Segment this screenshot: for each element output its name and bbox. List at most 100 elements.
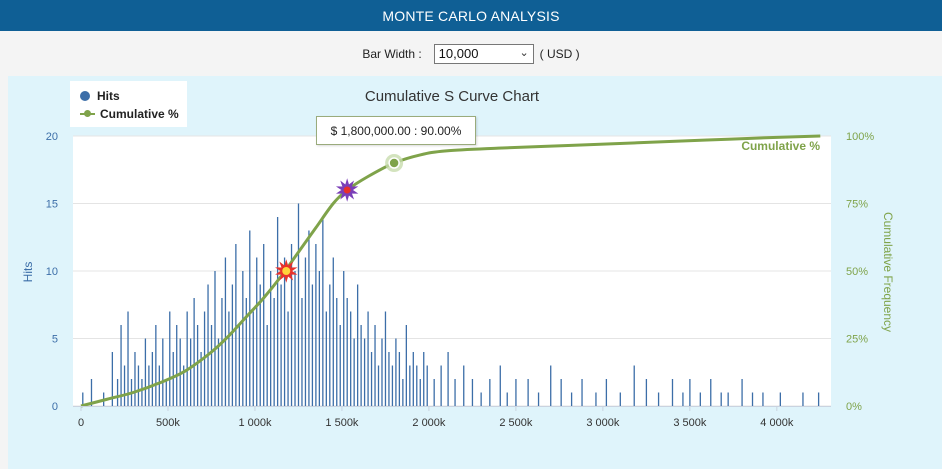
hit-bar [183, 365, 185, 406]
hit-bar [440, 365, 442, 406]
hit-bar [741, 379, 743, 406]
hit-bar [158, 365, 160, 406]
hit-bar [221, 298, 223, 406]
hit-bar [377, 365, 380, 406]
legend-item-hits[interactable]: Hits [80, 89, 120, 103]
hit-bar [779, 392, 781, 406]
hit-bar [384, 311, 387, 406]
app-title: MONTE CARLO ANALYSIS [382, 7, 560, 24]
hit-bar [329, 284, 331, 406]
legend: Hits Cumulative % [70, 81, 187, 127]
hit-bar [570, 392, 573, 406]
hit-bar [550, 365, 552, 406]
hit-bar [374, 325, 376, 406]
y-tick-label: 15 [46, 199, 58, 211]
x-tick-label: 4 000k [760, 417, 794, 429]
hit-bar [619, 392, 621, 406]
app-title-bar: MONTE CARLO ANALYSIS [0, 0, 942, 31]
legend-item-cumulative[interactable]: Cumulative % [80, 107, 179, 121]
hit-bar [280, 284, 282, 406]
cumulative-end-label: Cumulative % [741, 139, 820, 153]
hit-bar [350, 311, 352, 406]
hit-bar [633, 365, 635, 406]
hit-bar [454, 379, 456, 406]
hit-bar [412, 352, 414, 406]
hit-bar [343, 271, 345, 406]
annotation-markers [275, 154, 404, 283]
hit-bar [290, 244, 293, 406]
hit-bar [207, 284, 209, 406]
hit-bar [471, 379, 474, 406]
hit-bar [360, 325, 362, 406]
cumulative-line [80, 134, 821, 408]
bar-width-select[interactable]: 10,000 ⌄ [433, 43, 534, 64]
hit-bar [762, 392, 764, 406]
hit-bar [82, 392, 84, 406]
bar-width-value: 10,000 [438, 46, 479, 61]
purple-star-center [343, 186, 351, 194]
tooltip-text: $ 1,800,000.00 : 90.00% [330, 123, 462, 138]
chevron-down-icon: ⌄ [519, 46, 529, 59]
hit-bar [395, 338, 397, 406]
hit-bar [252, 311, 254, 406]
hit-bar [308, 230, 310, 406]
hit-bar [322, 217, 324, 406]
y2-axis-title: Cumulative Frequency [881, 212, 895, 332]
legend-hits-label: Hits [97, 89, 120, 103]
x-tick-label: 2 000k [412, 417, 446, 429]
hit-bar [657, 392, 660, 406]
hit-bar [506, 392, 508, 406]
currency-unit: ( USD ) [539, 46, 580, 61]
hit-bar [367, 311, 369, 406]
hit-bar [356, 284, 359, 406]
legend-cumulative-label: Cumulative % [100, 107, 179, 121]
y2-tick-label: 100% [846, 131, 874, 143]
y-tick-label: 10 [46, 266, 58, 278]
hit-bar [134, 352, 136, 406]
hit-bar [817, 392, 820, 406]
hit-bar [137, 365, 140, 406]
hit-bar [699, 392, 701, 406]
hit-bar [141, 379, 143, 406]
y2-tick-label: 75% [846, 199, 868, 211]
hit-bar [214, 271, 216, 406]
y2-tick-label: 50% [846, 266, 868, 278]
hit-bar [276, 217, 279, 406]
hit-bar [273, 298, 275, 406]
hit-bar [671, 379, 674, 406]
hit-bar [480, 392, 482, 406]
hit-bar [381, 338, 383, 406]
hit-bar [689, 379, 691, 406]
hit-bar [751, 392, 754, 406]
hit-bar [120, 325, 122, 406]
hit-bar [325, 311, 327, 406]
hit-bar [353, 338, 355, 406]
chart-title: Cumulative S Curve Chart [365, 88, 540, 105]
hit-bar [537, 392, 540, 406]
hit-bar [802, 392, 804, 406]
hit-bar [266, 325, 268, 406]
hit-bar [318, 271, 321, 406]
hit-bar [710, 379, 712, 406]
axes: 0 5 10 15 20 0% 25% 50% 75% 100% 0 500k 1 000k 1 500k… [46, 131, 875, 429]
hit-bar [301, 298, 303, 406]
x-tick-label: 1 000k [238, 417, 272, 429]
hit-bar [235, 244, 237, 406]
hit-bar [433, 379, 435, 406]
legend-cumulative-swatch [80, 109, 95, 119]
hit-bar [242, 271, 244, 406]
hit-bar [259, 284, 261, 406]
hit-bar [196, 325, 199, 406]
hit-bar [419, 379, 421, 406]
hit-bar [144, 338, 147, 406]
hit-bar [311, 284, 314, 406]
hit-bar [263, 244, 265, 406]
hit-bar [127, 311, 129, 406]
hits-bars [82, 203, 820, 406]
hit-bar [294, 271, 296, 406]
cumulative-curve [80, 134, 821, 408]
hit-bar [682, 392, 684, 406]
y-tick-label: 20 [46, 131, 58, 143]
hit-bar [256, 257, 258, 406]
